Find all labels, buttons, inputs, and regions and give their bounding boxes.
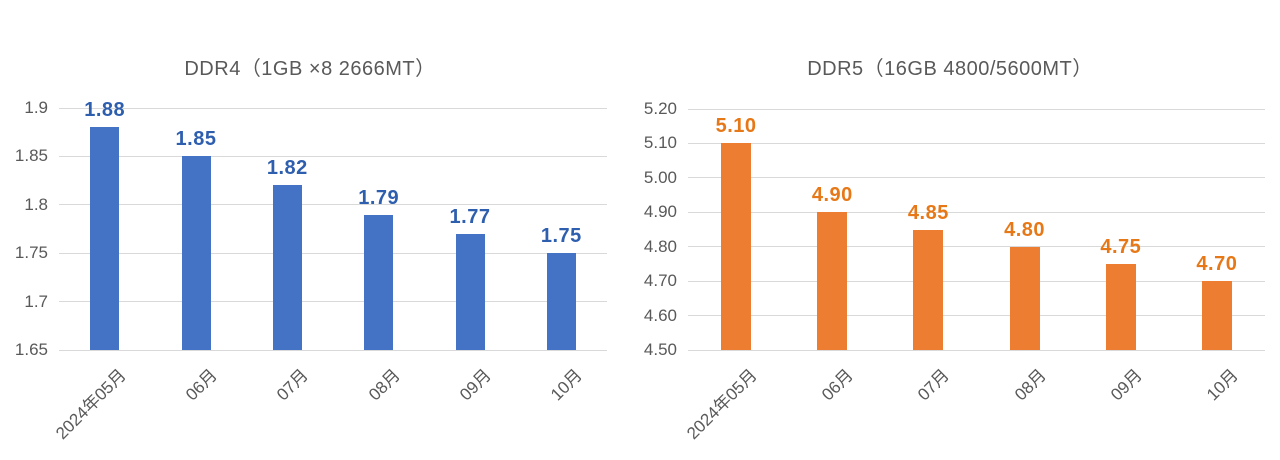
bar <box>913 229 944 350</box>
gridline <box>688 211 1265 213</box>
bar-value-label: 1.75 <box>540 225 582 248</box>
gridline <box>59 301 607 303</box>
gridline <box>688 142 1265 144</box>
bar-value-label: 1.85 <box>175 128 217 151</box>
y-axis-tick-label: 1.65 <box>14 340 48 359</box>
x-axis-category-label: 07月 <box>273 365 313 405</box>
y-axis-tick-label: 1.7 <box>24 291 48 311</box>
y-axis-tick-label: 4.80 <box>643 236 677 256</box>
ddr5-price-chart: DDR5（16GB 4800/5600MT） 4.50 4.60 4.70 4.80 4… <box>620 0 1280 460</box>
gridline <box>688 246 1265 248</box>
chart-title: DDR4（1GB ×8 2666MT） <box>184 58 436 80</box>
gridline <box>59 155 607 157</box>
y-axis-tick-label: 1.85 <box>14 146 48 166</box>
gridline <box>688 280 1265 282</box>
bar <box>546 253 576 350</box>
bar <box>272 185 302 350</box>
gridline <box>59 204 607 206</box>
gridline <box>688 108 1265 110</box>
gridline <box>688 349 1265 351</box>
bar-value-label: 1.88 <box>84 99 126 122</box>
x-axis-category-label: 06月 <box>182 365 221 405</box>
y-axis-tick-label: 1.75 <box>14 243 48 263</box>
bar-value-label: 1.77 <box>449 205 491 228</box>
bar-value-label: 4.80 <box>1004 218 1046 241</box>
y-axis-tick-label: 4.60 <box>643 305 677 325</box>
bar-value-label: 4.75 <box>1100 235 1142 258</box>
x-axis-category-label: 08月 <box>364 365 404 405</box>
y-axis-tick-label: 4.90 <box>643 202 677 222</box>
x-axis-category-label: 06月 <box>818 365 858 405</box>
gridline <box>688 177 1265 179</box>
x-axis-category-label: 10月 <box>1203 365 1242 405</box>
bar-value-label: 4.90 <box>811 184 853 207</box>
y-axis-tick-label: 4.70 <box>643 271 677 291</box>
bar <box>1105 263 1136 350</box>
y-axis-tick-label: 5.20 <box>643 99 677 118</box>
y-axis-tick-label: 1.8 <box>24 194 48 214</box>
gridline <box>59 252 607 254</box>
x-axis-category-label: 2024年05月 <box>52 365 130 444</box>
bar-value-label: 1.79 <box>358 186 400 209</box>
bar <box>817 212 848 350</box>
ddr4-price-chart: DDR4（1GB ×8 2666MT） 1.65 1.7 1.75 1.8 1.85 1.… <box>0 0 620 460</box>
x-axis-category-label: 2024年05月 <box>683 365 762 444</box>
y-axis-tick-label: 4.50 <box>643 340 677 359</box>
plot-area: 1.65 1.7 1.75 1.8 1.85 1.9 1.88 2024年05月 1.85 06月… <box>0 0 620 460</box>
x-axis-category-label: 08月 <box>1010 365 1050 405</box>
bar-value-label: 4.70 <box>1196 253 1238 276</box>
y-axis-tick-label: 5.00 <box>643 167 677 187</box>
bar <box>90 127 120 350</box>
y-axis-tick-label: 1.9 <box>24 98 48 117</box>
bar <box>181 156 211 350</box>
bar <box>455 233 485 350</box>
bar-value-label: 4.85 <box>907 201 949 224</box>
gridline <box>59 349 607 351</box>
bar-value-label: 5.10 <box>715 115 757 138</box>
chart-title: DDR5（16GB 4800/5600MT） <box>807 58 1093 80</box>
gridline <box>59 107 607 109</box>
bar-value-label: 1.82 <box>266 157 308 180</box>
bar <box>364 214 394 350</box>
x-axis-category-label: 07月 <box>914 365 954 405</box>
bar <box>721 143 752 350</box>
bar <box>1201 281 1232 350</box>
gridline <box>688 315 1265 317</box>
bar <box>1009 246 1040 350</box>
x-axis-category-label: 10月 <box>547 365 587 405</box>
x-axis-category-label: 09月 <box>456 365 495 405</box>
x-axis-category-label: 09月 <box>1106 365 1146 405</box>
y-axis-tick-label: 5.10 <box>643 133 677 153</box>
plot-area: 4.50 4.60 4.70 4.80 4.90 5.00 5.10 5.20 5.10 2024… <box>620 0 1280 460</box>
